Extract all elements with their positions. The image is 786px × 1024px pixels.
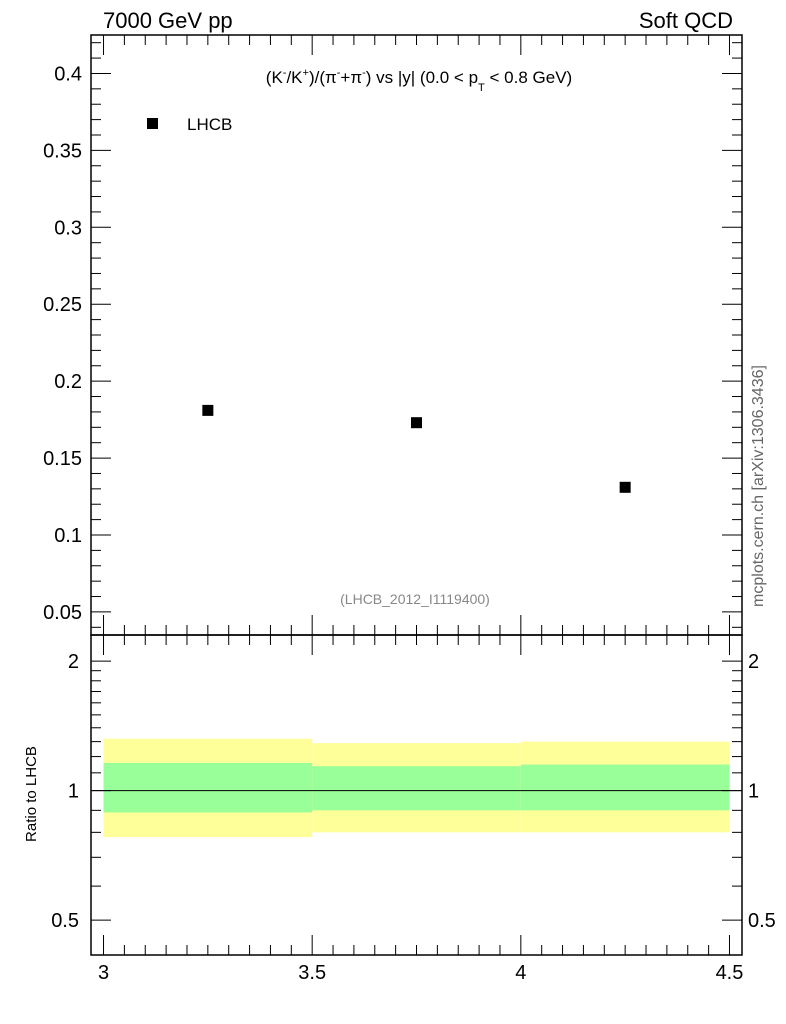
xtick-label: 3: [98, 962, 109, 984]
ratio-ytick-label-left: 1: [68, 781, 79, 803]
data-point-2: [619, 481, 631, 493]
main-ytick-label: 0.3: [54, 217, 82, 239]
xtick-label: 4: [515, 962, 526, 984]
main-ytick-label: 0.4: [54, 63, 82, 85]
main-ytick-label: 0.05: [43, 602, 82, 624]
xtick-label: 3.5: [298, 962, 326, 984]
header-right-label: Soft QCD: [639, 8, 733, 33]
xtick-label: 4.5: [716, 962, 744, 984]
data-point-0: [202, 404, 214, 416]
legend-label: LHCB: [187, 115, 232, 134]
ratio-band-inner-2: [520, 764, 730, 811]
ratio-ytick-label-right: 2: [748, 651, 759, 673]
watermark-label: mcplots.cern.ch [arXiv:1306.3436]: [750, 365, 767, 607]
ratio-band-inner-0: [103, 762, 313, 813]
main-ytick-label: 0.35: [43, 140, 82, 162]
data-point-1: [411, 417, 422, 429]
reference-label: (LHCB_2012_I1119400): [340, 591, 490, 607]
ratio-ytick-label-right: 0.5: [748, 910, 776, 932]
ratio-ytick-label-left: 0.5: [51, 910, 79, 932]
main-ytick-label: 0.25: [43, 294, 82, 316]
legend-marker: [147, 118, 158, 129]
ratio-ylabel: Ratio to LHCB: [23, 746, 40, 842]
main-ytick-label: 0.15: [43, 448, 82, 470]
ratio-ytick-label-left: 2: [68, 651, 79, 673]
plot-title: (K-/K+)/(π-+π-) vs |y| (0.0 < pT < 0.8 G…: [266, 67, 572, 94]
header-left-label: 7000 GeV pp: [103, 8, 233, 33]
ratio-band-inner-1: [312, 766, 521, 811]
main-ytick-label: 0.2: [54, 371, 82, 393]
axes: 0.05 0.1 0.15 0.2 0.25 0.3 0.35 0.4 3 3.5 4 4.5 0.5 0…: [43, 34, 776, 984]
ratio-bands: [91, 738, 742, 838]
main-ytick-label: 0.1: [54, 525, 82, 547]
ratio-ytick-label-right: 1: [748, 781, 759, 803]
main-marks: [202, 404, 631, 493]
